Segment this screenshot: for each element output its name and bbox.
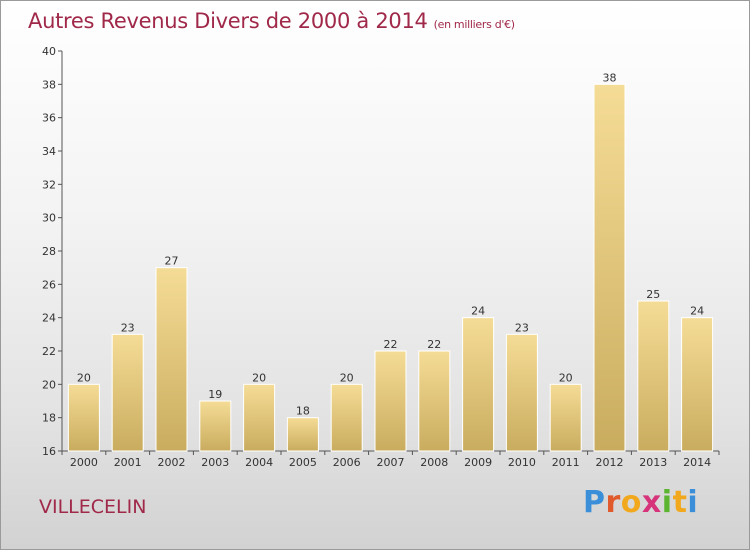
bar [505,333,538,452]
x-tick-label: 2014 [683,456,711,469]
proxiti-logo[interactable]: Proxiti [583,485,698,520]
bar [286,417,319,452]
x-tick-label: 2006 [333,456,361,469]
x-tick-label: 2000 [70,456,98,469]
logo-letter: P [583,485,606,520]
x-tick-label: 2003 [201,456,229,469]
data-label: 20 [252,371,266,384]
bar [374,350,407,452]
bar [199,400,232,452]
y-tick-label: 34 [42,145,56,158]
y-tick-label: 30 [42,212,56,225]
chart-title: Autres Revenus Divers de 2000 à 2014 (en … [28,9,515,33]
y-tick-label: 36 [42,112,56,125]
y-tick-label: 40 [42,45,56,58]
bar [330,383,363,452]
y-tick-label: 28 [42,245,56,258]
data-label: 20 [559,371,573,384]
bar [243,383,276,452]
y-tick-label: 18 [42,412,56,425]
x-tick-label: 2002 [158,456,186,469]
y-tick-label: 38 [42,78,56,91]
y-tick-label: 16 [42,445,56,458]
x-tick-label: 2012 [596,456,624,469]
bar [418,350,451,452]
y-tick-label: 24 [42,312,56,325]
x-tick-label: 2004 [245,456,273,469]
commune-name: VILLECELIN [39,496,147,518]
bar [593,83,626,452]
chart-subtitle: (en milliers d'€) [433,18,515,31]
x-tick-label: 2010 [508,456,536,469]
axes: 16 18 20 22 24 26 28 30 32 34 36 38 40 2000 2001 2002 20… [42,45,720,469]
x-tick-label: 2013 [639,456,667,469]
data-label: 27 [165,255,179,268]
logo-letter: i [687,485,699,520]
logo-letter: t [672,485,688,520]
bar [462,317,495,452]
bar [681,317,714,452]
data-label: 24 [471,305,485,318]
logo-letter: r [605,485,621,520]
bar [637,300,670,452]
bars: 20 23 27 19 20 18 20 22 22 24 23 20 38 25 24 [67,71,714,452]
data-label: 18 [296,405,310,418]
x-tick-label: 2001 [114,456,142,469]
logo-letter: i [661,485,673,520]
y-tick-label: 26 [42,278,56,291]
bar [155,267,188,452]
logo-letter: o [620,485,642,520]
y-tick-label: 20 [42,378,56,391]
data-label: 23 [515,321,529,334]
data-label: 24 [690,305,704,318]
data-label: 38 [603,71,617,84]
data-label: 25 [646,288,660,301]
data-label: 19 [208,388,222,401]
x-tick-label: 2009 [464,456,492,469]
x-tick-label: 2007 [377,456,405,469]
bar [67,383,100,452]
x-tick-label: 2008 [420,456,448,469]
logo-letter: x [641,485,662,520]
x-tick-label: 2005 [289,456,317,469]
y-tick-label: 32 [42,178,56,191]
chart-title-text: Autres Revenus Divers de 2000 à 2014 [28,9,428,33]
data-label: 22 [384,338,398,351]
data-label: 22 [427,338,441,351]
y-tick-label: 22 [42,345,56,358]
data-label: 23 [121,321,135,334]
bar [549,383,582,452]
bar [111,333,144,452]
data-label: 20 [77,371,91,384]
x-tick-label: 2011 [552,456,580,469]
data-label: 20 [340,371,354,384]
